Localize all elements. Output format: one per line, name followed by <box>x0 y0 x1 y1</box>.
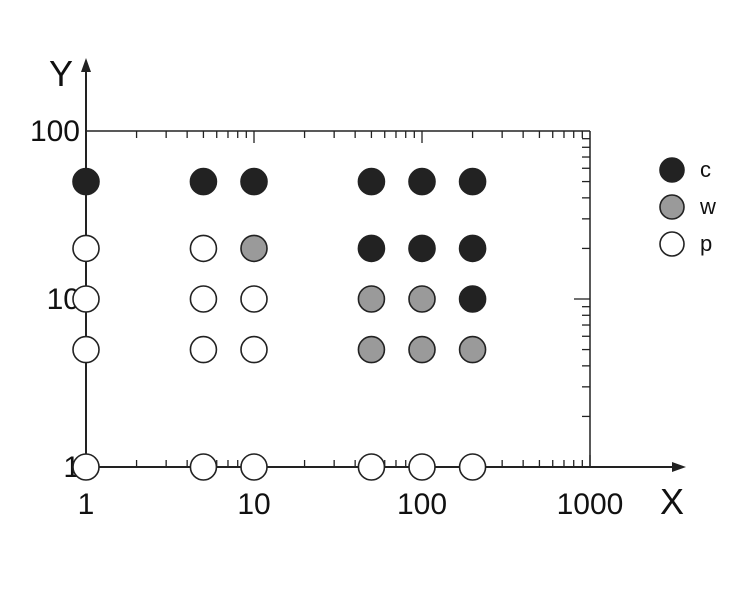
point-c <box>357 167 386 196</box>
point-c <box>408 234 436 263</box>
x-tick-label: 10 <box>237 488 270 521</box>
point-p <box>72 453 100 481</box>
point-c <box>240 167 268 196</box>
point-p <box>189 285 218 313</box>
point-w <box>240 234 268 263</box>
point-w <box>357 335 386 364</box>
point-p <box>458 453 487 481</box>
point-c <box>458 167 487 196</box>
point-p <box>72 285 100 313</box>
legend-marker-w <box>659 194 685 220</box>
y-axis-title: Y <box>49 53 73 94</box>
x-axis-title: X <box>660 481 684 522</box>
point-p <box>189 453 218 481</box>
point-p <box>357 453 386 481</box>
point-p <box>72 335 100 364</box>
point-c <box>408 167 436 196</box>
point-p <box>240 335 268 364</box>
point-p <box>189 234 218 263</box>
axes <box>81 58 686 472</box>
point-p <box>240 453 268 481</box>
x-axis-arrow <box>672 462 686 472</box>
legend-label-w: w <box>699 194 716 219</box>
y-tick-label: 100 <box>30 115 80 148</box>
axis-ticks <box>85 131 591 468</box>
point-p <box>72 234 100 263</box>
point-p <box>408 453 436 481</box>
y-axis-arrow <box>81 58 91 72</box>
point-c <box>458 285 487 313</box>
plot-frame <box>86 130 591 467</box>
x-tick-label: 100 <box>397 488 447 521</box>
point-p <box>240 285 268 313</box>
point-w <box>458 335 487 364</box>
point-w <box>408 285 436 313</box>
data-points <box>72 167 487 481</box>
point-c <box>458 234 487 263</box>
legend-label-p: p <box>700 231 712 256</box>
legend-marker-p <box>659 231 685 257</box>
x-tick-label: 1000 <box>557 488 624 521</box>
point-c <box>72 167 100 196</box>
point-c <box>357 234 386 263</box>
legend-label-c: c <box>700 157 711 182</box>
point-c <box>189 167 218 196</box>
point-p <box>189 335 218 364</box>
legend: cwp <box>659 157 716 257</box>
point-w <box>408 335 436 364</box>
x-tick-label: 1 <box>78 488 95 521</box>
point-w <box>357 285 386 313</box>
legend-marker-c <box>659 157 685 183</box>
